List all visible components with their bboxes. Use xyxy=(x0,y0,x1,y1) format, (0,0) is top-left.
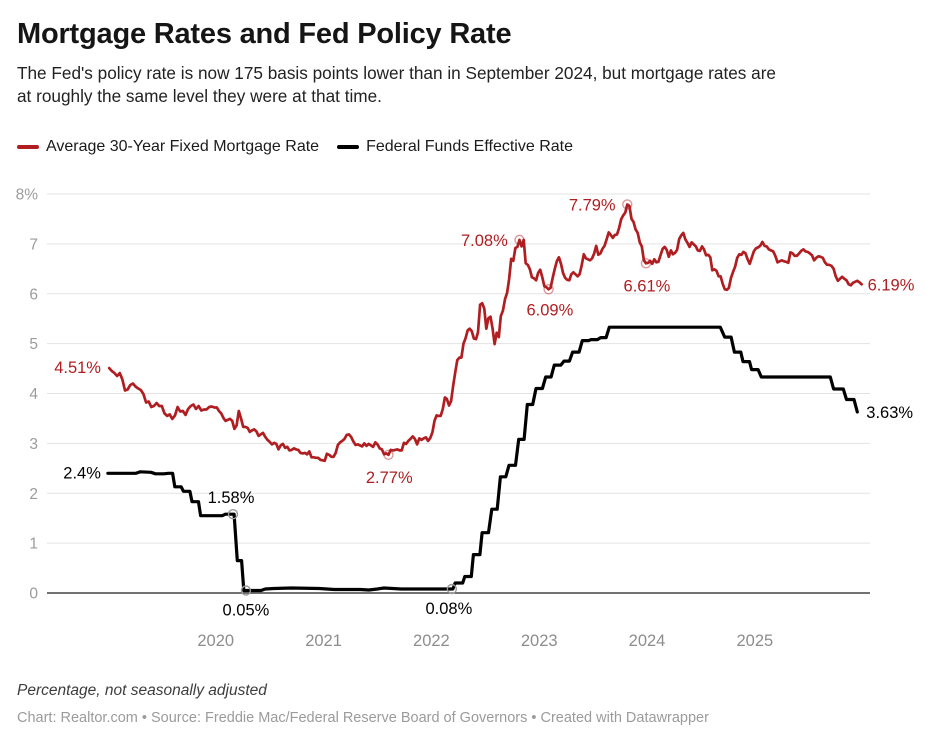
data-point-marker xyxy=(622,199,633,210)
legend-item-mortgage-rate: Average 30-Year Fixed Mortgage Rate xyxy=(17,138,319,156)
value-annotation: 1.58% xyxy=(208,489,255,507)
x-axis-label: 2020 xyxy=(197,632,234,650)
y-axis-label: 1 xyxy=(29,536,38,553)
y-axis-label: 8% xyxy=(16,187,39,204)
y-axis-label: 3 xyxy=(29,436,38,453)
value-annotation: 7.79% xyxy=(569,196,616,214)
y-axis-label: 7 xyxy=(29,236,38,253)
data-point-marker xyxy=(383,449,394,461)
value-annotation: 6.19% xyxy=(868,276,915,294)
y-axis-label: 6 xyxy=(29,286,38,303)
legend-swatch-fed-funds-icon xyxy=(337,145,360,149)
value-annotation: 4.51% xyxy=(54,359,101,377)
footnote: Percentage, not seasonally adjusted xyxy=(17,682,267,699)
page-title: Mortgage Rates and Fed Policy Rate xyxy=(17,18,512,50)
fed-funds-line xyxy=(106,325,859,593)
data-point-marker xyxy=(514,234,525,246)
mortgage-rate-line xyxy=(107,203,863,463)
x-axis-label: 2021 xyxy=(305,632,342,650)
value-annotation: 2.4% xyxy=(63,464,101,482)
legend-label-mortgage-rate: Average 30-Year Fixed Mortgage Rate xyxy=(46,138,320,155)
value-annotation: 0.05% xyxy=(223,602,270,620)
value-annotation: 3.63% xyxy=(866,404,913,422)
data-point-marker xyxy=(240,585,252,596)
y-axis-label: 4 xyxy=(29,386,38,403)
value-annotation: 2.77% xyxy=(366,469,413,487)
value-annotation: 7.08% xyxy=(461,232,508,250)
x-axis-label: 2023 xyxy=(521,632,558,650)
attribution: Chart: Realtor.com • Source: Freddie Mac… xyxy=(17,710,709,726)
value-annotation: 6.61% xyxy=(624,277,671,295)
legend: Average 30-Year Fixed Mortgage Rate Fede… xyxy=(17,138,573,156)
data-point-marker xyxy=(640,258,652,269)
data-point-marker xyxy=(446,583,458,595)
y-axis-label: 2 xyxy=(29,486,38,503)
data-point-marker xyxy=(227,508,239,520)
value-annotation: 6.09% xyxy=(527,301,574,319)
value-annotation: 0.08% xyxy=(425,600,472,618)
data-point-marker xyxy=(543,284,554,295)
x-axis-label: 2024 xyxy=(629,632,666,650)
y-axis-label: 0 xyxy=(29,586,38,603)
legend-item-fed-funds: Federal Funds Effective Rate xyxy=(337,138,573,156)
y-axis-label: 5 xyxy=(29,336,38,353)
chart-subtitle: The Fed's policy rate is now 175 basis p… xyxy=(17,63,776,106)
legend-swatch-mortgage-rate-icon xyxy=(17,145,39,149)
x-axis-label: 2025 xyxy=(736,632,773,650)
x-axis-label: 2022 xyxy=(413,632,450,650)
legend-label-fed-funds: Federal Funds Effective Rate xyxy=(366,138,573,155)
